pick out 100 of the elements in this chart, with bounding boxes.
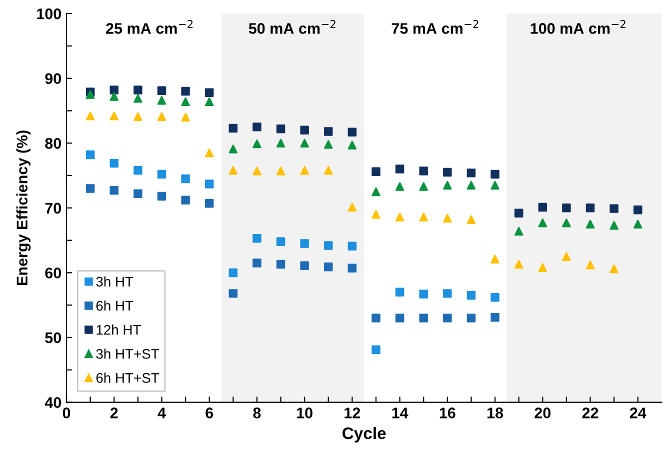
point bbox=[443, 314, 452, 322]
point bbox=[300, 261, 309, 270]
point bbox=[86, 90, 95, 99]
point bbox=[372, 210, 380, 219]
point bbox=[490, 180, 500, 190]
point bbox=[395, 212, 404, 222]
x-tick-label: 0 bbox=[62, 408, 70, 418]
point bbox=[514, 260, 524, 269]
y-tick-label: 70 bbox=[45, 202, 62, 214]
point bbox=[348, 202, 357, 212]
y-tick-label: 60 bbox=[45, 268, 62, 278]
point bbox=[204, 148, 214, 158]
point bbox=[466, 180, 476, 190]
point bbox=[157, 86, 166, 96]
point bbox=[372, 167, 380, 176]
point bbox=[348, 264, 357, 273]
point bbox=[252, 166, 262, 176]
point bbox=[228, 166, 238, 175]
point bbox=[395, 288, 404, 297]
point bbox=[514, 208, 524, 218]
point bbox=[157, 112, 166, 121]
point bbox=[443, 168, 452, 177]
point bbox=[490, 170, 500, 179]
point bbox=[324, 140, 333, 149]
point bbox=[538, 218, 548, 228]
annotation: 50 mA cm$^{−2}$ bbox=[248, 20, 336, 34]
x-tick-label: 6 bbox=[206, 408, 214, 418]
point bbox=[348, 140, 357, 150]
point bbox=[514, 226, 524, 236]
point bbox=[586, 260, 595, 270]
point bbox=[204, 199, 214, 208]
point bbox=[419, 314, 428, 322]
point bbox=[181, 86, 190, 96]
point bbox=[372, 345, 380, 354]
point bbox=[276, 138, 286, 148]
point bbox=[276, 124, 286, 134]
point bbox=[228, 289, 238, 298]
point bbox=[276, 166, 286, 176]
x-tick-label: 18 bbox=[487, 408, 504, 418]
point bbox=[443, 214, 452, 223]
annotation: 75 mA cm$^{−2}$ bbox=[392, 20, 478, 34]
x-tick-label: 12 bbox=[344, 408, 360, 418]
point bbox=[110, 158, 118, 168]
point bbox=[300, 126, 309, 135]
point bbox=[204, 97, 214, 106]
y-tick-label: 80 bbox=[45, 138, 62, 149]
point bbox=[419, 182, 428, 191]
point bbox=[110, 186, 118, 195]
x-tick-label: 10 bbox=[297, 408, 312, 418]
legend-label: 3h HT bbox=[96, 276, 134, 287]
point bbox=[466, 291, 476, 300]
point bbox=[348, 242, 357, 251]
point bbox=[372, 187, 380, 196]
point bbox=[419, 166, 428, 176]
point bbox=[300, 166, 309, 175]
point bbox=[276, 237, 286, 246]
point bbox=[134, 112, 142, 121]
point bbox=[86, 112, 95, 120]
point bbox=[204, 88, 214, 97]
point bbox=[86, 184, 95, 193]
point bbox=[395, 314, 404, 322]
point bbox=[134, 166, 142, 175]
point bbox=[466, 314, 476, 322]
x-tick-label: 24 bbox=[630, 408, 646, 418]
point bbox=[610, 264, 618, 274]
point bbox=[252, 258, 262, 268]
point bbox=[204, 180, 214, 188]
point bbox=[610, 204, 618, 213]
point bbox=[443, 180, 452, 190]
point bbox=[157, 170, 166, 179]
point bbox=[181, 196, 190, 205]
point bbox=[490, 254, 500, 264]
point bbox=[538, 263, 548, 272]
legend-label: 3h HT+ST bbox=[96, 348, 160, 359]
point bbox=[181, 97, 190, 106]
point bbox=[586, 220, 595, 228]
point bbox=[228, 144, 238, 154]
point bbox=[157, 96, 166, 105]
y-tick-label: 90 bbox=[45, 73, 62, 84]
x-tick-label: 4 bbox=[158, 408, 166, 418]
point bbox=[252, 122, 262, 132]
point bbox=[348, 128, 357, 136]
point bbox=[228, 124, 238, 133]
point bbox=[610, 221, 618, 230]
x-tick-label: 22 bbox=[582, 408, 598, 418]
point bbox=[562, 218, 571, 228]
point bbox=[134, 189, 142, 198]
point bbox=[110, 86, 118, 94]
point bbox=[110, 112, 118, 120]
point bbox=[110, 92, 118, 101]
x-axis-title: Cycle bbox=[342, 426, 386, 442]
point bbox=[562, 252, 571, 261]
point bbox=[324, 166, 333, 175]
point bbox=[86, 150, 95, 160]
point bbox=[134, 86, 142, 94]
x-tick-label: 20 bbox=[534, 408, 551, 418]
x-tick-label: 8 bbox=[253, 408, 261, 418]
annotation: 100 mA cm$^{−2}$ bbox=[530, 20, 626, 34]
point bbox=[181, 112, 190, 122]
legend-label: 6h HT+ST bbox=[96, 372, 160, 383]
